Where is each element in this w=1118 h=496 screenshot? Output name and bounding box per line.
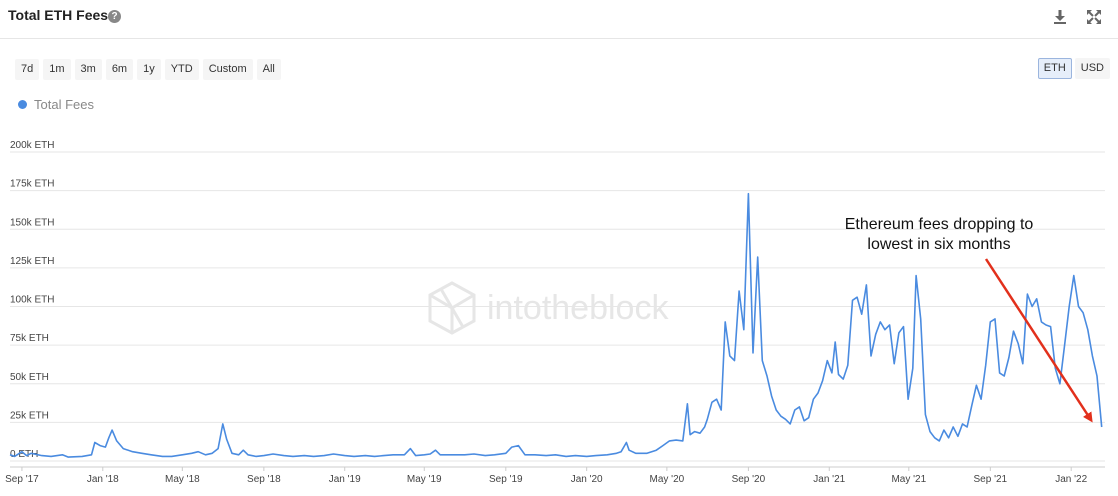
fullscreen-icon[interactable] (1085, 8, 1103, 26)
download-icon[interactable] (1051, 8, 1069, 26)
y-tick-label: 75k ETH (10, 333, 49, 344)
x-tick-label: Sep '18 (247, 474, 281, 485)
legend-marker (18, 100, 27, 109)
y-tick-label: 125k ETH (10, 256, 54, 267)
help-icon[interactable]: ? (108, 10, 121, 23)
y-tick-label: 100k ETH (10, 295, 54, 306)
x-tick-label: May '18 (165, 474, 200, 485)
x-tick-label: Jan '20 (571, 474, 603, 485)
legend-item-total-fees[interactable]: Total Fees (18, 97, 94, 112)
x-tick-label: May '21 (891, 474, 926, 485)
range-selector: 7d 1m 3m 6m 1y YTD Custom All (15, 59, 281, 80)
range-button-3m[interactable]: 3m (74, 59, 102, 80)
watermark: intotheblock (428, 281, 669, 335)
x-tick-label: Sep '20 (732, 474, 766, 485)
x-tick-label: Jan '21 (813, 474, 845, 485)
x-axis: Sep '17 Jan '18 May '18 Sep '18 Jan '19 May '… (5, 466, 1105, 485)
x-tick-label: May '19 (407, 474, 442, 485)
x-tick-label: Sep '21 (974, 474, 1008, 485)
chart-header: Total ETH Fees ? (0, 0, 1118, 39)
y-tick-label: 175k ETH (10, 179, 54, 190)
y-tick-label: 50k ETH (10, 372, 49, 383)
annotation-arrow (984, 258, 1093, 423)
range-button-1y[interactable]: 1y (137, 59, 161, 80)
unit-toggle: ETH USD (1037, 58, 1110, 79)
chart-title: Total ETH Fees (8, 7, 109, 23)
unit-button-eth[interactable]: ETH (1037, 58, 1072, 79)
range-button-6m[interactable]: 6m (105, 59, 134, 80)
intotheblock-logo-icon (428, 281, 476, 335)
range-button-custom[interactable]: Custom (202, 59, 253, 80)
range-button-ytd[interactable]: YTD (164, 59, 199, 80)
x-tick-label: Sep '17 (5, 474, 39, 485)
annotation-text-line: lowest in six months (867, 236, 1010, 253)
legend-label: Total Fees (34, 97, 94, 112)
range-button-1m[interactable]: 1m (43, 59, 71, 80)
y-tick-label: 150k ETH (10, 217, 54, 228)
y-tick-label: 200k ETH (10, 140, 54, 151)
grid-lines (10, 151, 1105, 462)
x-tick-label: Jan '19 (329, 474, 361, 485)
series-line-total-fees (9, 192, 1103, 458)
annotation: Ethereum fees dropping to lowest in six m… (845, 216, 1093, 423)
x-tick-label: Jan '22 (1055, 474, 1087, 485)
range-button-all[interactable]: All (256, 59, 281, 80)
x-tick-label: Sep '19 (489, 474, 523, 485)
x-tick-label: May '20 (650, 474, 685, 485)
x-tick-label: Jan '18 (87, 474, 119, 485)
annotation-text-line: Ethereum fees dropping to (845, 216, 1034, 233)
unit-button-usd[interactable]: USD (1074, 58, 1110, 79)
y-tick-label: 25k ETH (10, 410, 49, 421)
watermark-text: intotheblock (487, 289, 669, 327)
range-button-7d[interactable]: 7d (15, 59, 40, 80)
